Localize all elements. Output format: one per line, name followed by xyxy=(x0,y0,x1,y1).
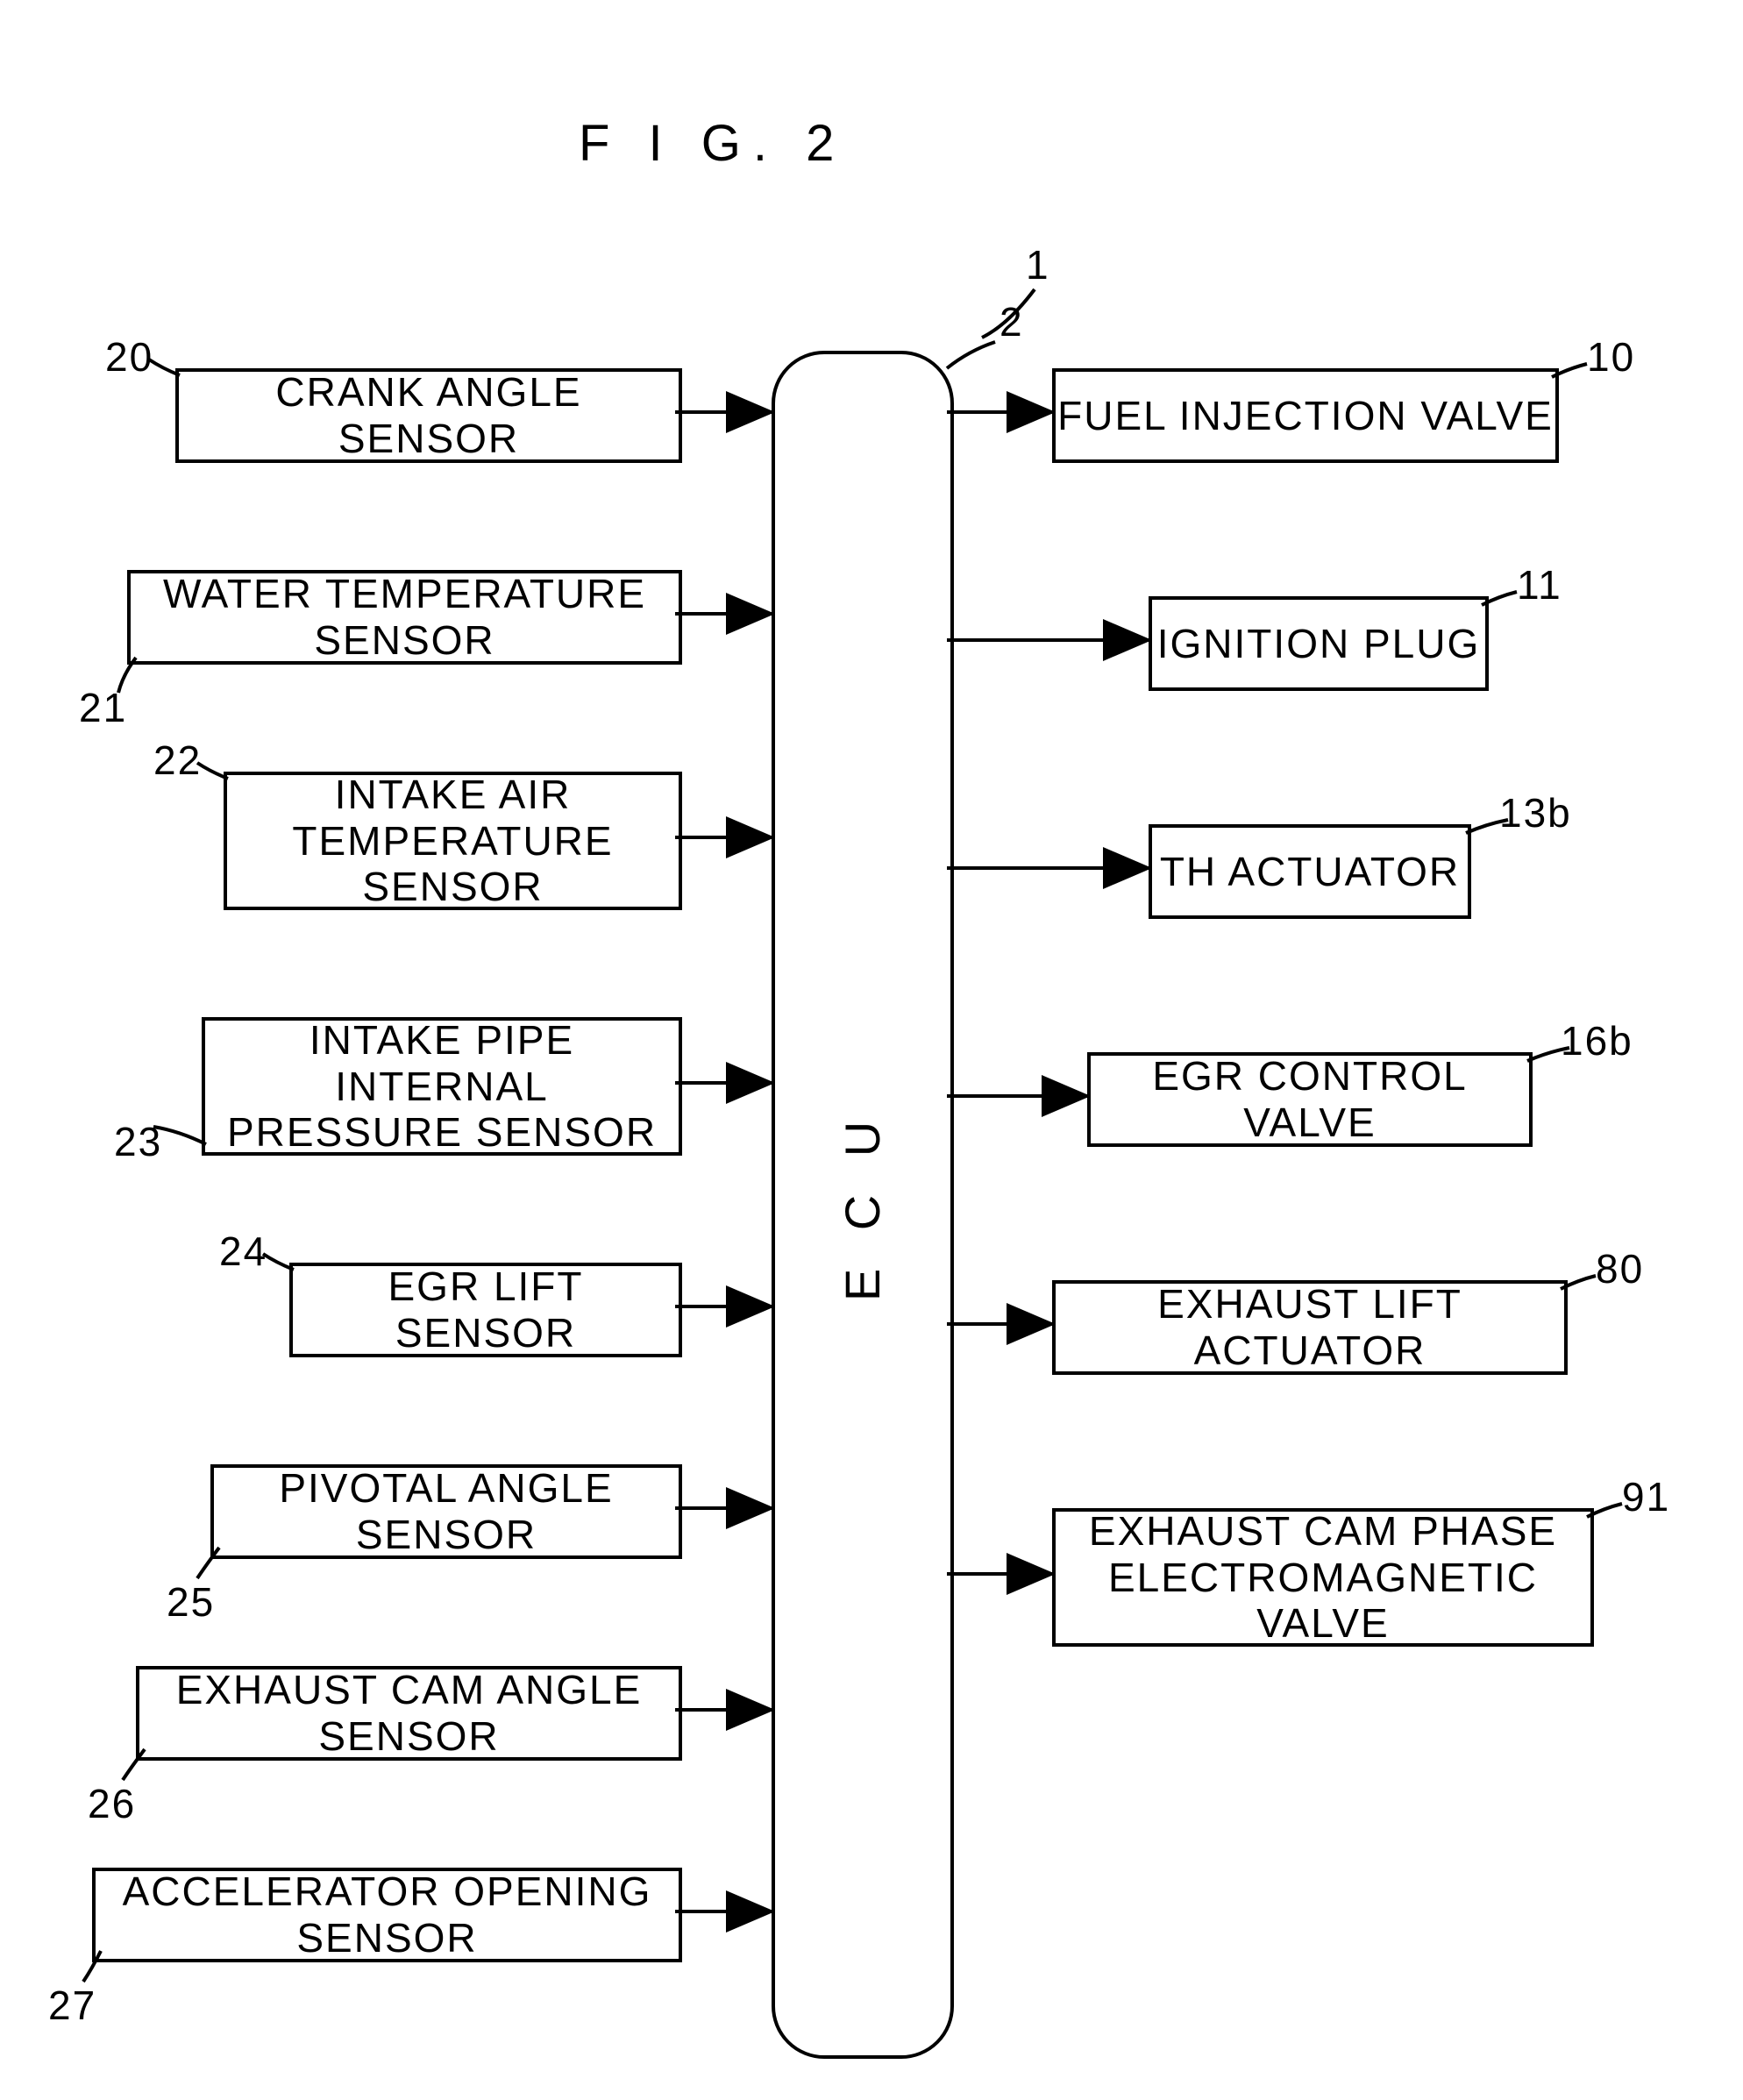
output-box-egr-control: EGR CONTROL VALVE xyxy=(1087,1052,1533,1147)
input-num-intake-pipe-press: 23 xyxy=(114,1118,162,1165)
input-box-exhaust-cam-angle: EXHAUST CAM ANGLE SENSOR xyxy=(136,1666,682,1761)
input-box-pivotal-angle: PIVOTAL ANGLE SENSOR xyxy=(210,1464,682,1559)
output-num-ignition-plug: 11 xyxy=(1517,561,1562,609)
output-num-exhaust-cam-phase: 91 xyxy=(1622,1473,1670,1520)
input-box-accel-opening: ACCELERATOR OPENING SENSOR xyxy=(92,1868,682,1962)
input-num-pivotal-angle: 25 xyxy=(167,1578,215,1626)
output-box-th-actuator: TH ACTUATOR xyxy=(1149,824,1471,919)
input-num-egr-lift: 24 xyxy=(219,1228,267,1275)
output-box-exhaust-lift: EXHAUST LIFT ACTUATOR xyxy=(1052,1280,1568,1375)
output-num-egr-control: 16b xyxy=(1561,1017,1633,1064)
output-box-ignition-plug: IGNITION PLUG xyxy=(1149,596,1489,691)
system-number-label: 1 xyxy=(1026,241,1050,288)
input-num-intake-air-temp: 22 xyxy=(153,737,202,784)
input-num-exhaust-cam-angle: 26 xyxy=(88,1780,136,1827)
input-num-crank-angle: 20 xyxy=(105,333,153,381)
input-box-water-temp: WATER TEMPERATURE SENSOR xyxy=(127,570,682,665)
input-box-crank-angle: CRANK ANGLE SENSOR xyxy=(175,368,682,463)
ecu-box: E C U xyxy=(772,351,954,2059)
output-box-exhaust-cam-phase: EXHAUST CAM PHASE ELECTROMAGNETIC VALVE xyxy=(1052,1508,1594,1647)
output-num-fuel-injection: 10 xyxy=(1587,333,1635,381)
output-num-th-actuator: 13b xyxy=(1499,789,1572,836)
figure-title: F I G. 2 xyxy=(579,114,846,173)
ecu-label: E C U xyxy=(835,1108,892,1300)
input-num-accel-opening: 27 xyxy=(48,1982,96,2029)
output-box-fuel-injection: FUEL INJECTION VALVE xyxy=(1052,368,1559,463)
input-box-egr-lift: EGR LIFT SENSOR xyxy=(289,1263,682,1357)
ecu-number-label: 2 xyxy=(1000,298,1024,345)
input-box-intake-air-temp: INTAKE AIR TEMPERATURE SENSOR xyxy=(224,772,682,910)
figure-page: F I G. 2 1 E C U 2 CRANK ANGLE SENSOR 20… xyxy=(0,0,1743,2100)
output-num-exhaust-lift: 80 xyxy=(1596,1245,1644,1292)
input-box-intake-pipe-press: INTAKE PIPE INTERNAL PRESSURE SENSOR xyxy=(202,1017,682,1156)
input-num-water-temp: 21 xyxy=(79,684,127,731)
